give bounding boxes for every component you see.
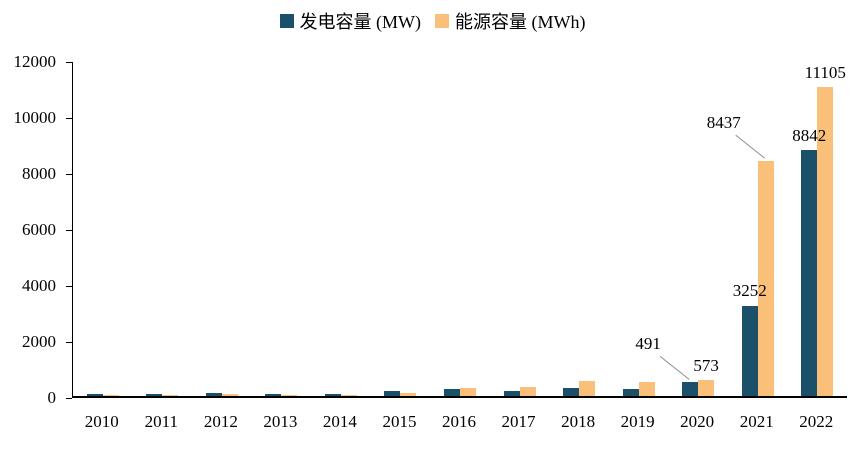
y-tick-mark [66,397,72,399]
y-tick-label-0: 0 [47,388,57,407]
bar-2018-series1 [579,380,596,396]
legend-swatch-power-capacity [279,14,294,28]
data-label-2020-series0: 491 [635,334,661,354]
y-tick-label-12000: 12000 [13,52,57,71]
x-tick-label-2014: 2014 [322,412,357,431]
y-tick-label-4000: 4000 [22,276,56,296]
x-tick-label-2019: 2019 [620,412,655,431]
y-tick-label-2000: 2000 [22,332,56,352]
data-label-2022-series0: 8842 [792,125,827,145]
bar-2010-series1 [102,394,119,396]
bar-2010-series0 [86,394,103,396]
bar-2017-series1 [519,387,536,396]
bar-2012-series1 [221,394,238,396]
y-tick-label-8000: 8000 [22,164,56,184]
data-label-2022-series1: 11105 [804,62,846,82]
y-tick-mark [66,173,72,175]
x-tick-label-2020: 2020 [680,412,715,431]
bar-2015-series0 [384,391,401,396]
bar-2016-series0 [444,389,460,396]
bar-2020-series0 [682,382,699,396]
bar-2018-series0 [563,388,580,396]
y-tick-mark [66,341,72,343]
y-tick-mark [66,229,72,231]
legend-item-power-capacity: 发电容量 (MW) [279,8,421,34]
y-tick-mark [66,117,72,119]
bar-2020-series1 [698,380,715,396]
x-tick-label-2013: 2013 [263,412,298,431]
x-tick-label-2017: 2017 [501,412,536,431]
bar-2021-series0 [741,305,758,396]
data-label-2021-series0: 3252 [732,281,767,301]
y-tick-label-6000: 6000 [22,220,56,239]
x-tick-label-2011: 2011 [144,412,178,431]
bar-2012-series0 [205,392,222,396]
bar-2011-series1 [162,394,179,396]
y-tick-mark [66,285,72,287]
x-tick-label-2018: 2018 [561,412,596,431]
x-tick-label-2021: 2021 [739,412,774,431]
x-axis: 2010 2011 2012 2013 2014 2015 2016 2017 2018 2019… [72,406,847,438]
bar-2016-series1 [460,387,476,396]
x-tick-label-2016: 2016 [442,412,476,431]
x-tick-label-2022: 2022 [799,412,834,431]
bar-2021-series1 [757,161,774,396]
y-axis: 0 2000 4000 6000 8000 10000 12000 [0,53,72,407]
x-tick-label-2012: 2012 [203,412,238,431]
x-tick-label-2015: 2015 [382,412,417,431]
data-label-2020-series1: 573 [693,356,719,376]
legend-label-energy-capacity: 能源容量 (MWh) [455,12,586,32]
bar-2017-series0 [503,390,520,396]
callout-lines [659,134,766,380]
data-label-2021-series1: 8437 [706,113,741,133]
legend-item-energy-capacity: 能源容量 (MWh) [435,8,585,34]
bar-2011-series0 [146,394,163,396]
bar-2019-series0 [622,389,639,396]
bar-2013-series0 [265,394,282,396]
bar-2022-series1 [817,86,834,396]
bar-2022-series0 [801,149,818,396]
x-tick-label-2010: 2010 [84,412,119,431]
bar-2019-series1 [638,382,655,396]
bar-2014-series0 [324,394,341,396]
plot-area: 491 573 3252 8437 8842 11105 [72,62,847,398]
bar-2015-series1 [400,392,417,396]
bar-2013-series1 [281,394,298,396]
y-tick-label-10000: 10000 [13,108,57,127]
legend: 发电容量 (MW) 能源容量 (MWh) [0,8,865,34]
legend-label-power-capacity: 发电容量 (MW) [299,12,421,32]
y-tick-mark [66,61,72,63]
legend-swatch-energy-capacity [435,14,449,28]
bar-2014-series1 [340,394,357,396]
